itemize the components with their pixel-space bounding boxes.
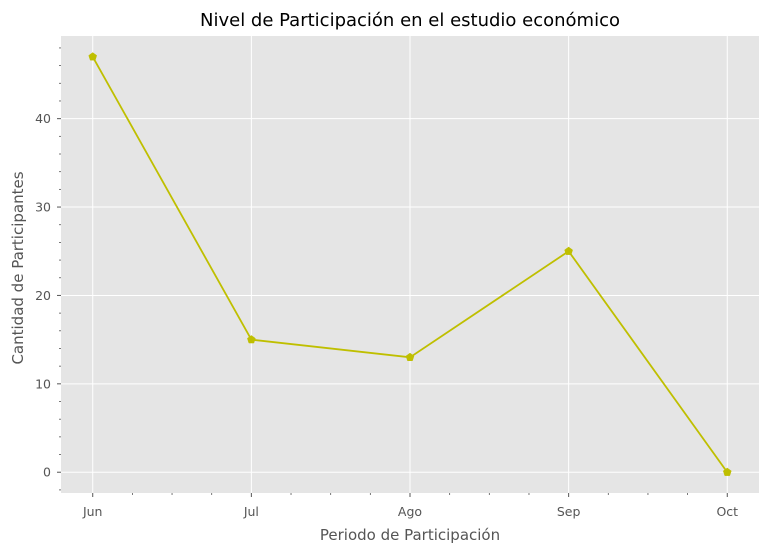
chart-title: Nivel de Participación en el estudio eco… xyxy=(200,10,620,31)
x-axis-ticks: Jun Jul Ago Sep Oct xyxy=(82,493,738,519)
y-tick-label: 40 xyxy=(35,111,51,126)
y-tick-label: 10 xyxy=(35,376,51,391)
x-tick-label: Ago xyxy=(398,504,422,519)
x-tick-label: Sep xyxy=(557,504,581,519)
x-axis-label: Periodo de Participación xyxy=(320,526,500,544)
series-layer xyxy=(88,52,732,476)
x-tick-label: Oct xyxy=(716,504,738,519)
data-point-marker xyxy=(405,352,415,361)
y-axis-ticks: 0 10 20 30 40 xyxy=(35,111,61,480)
data-point-marker xyxy=(247,335,256,344)
y-tick-label: 0 xyxy=(43,465,51,480)
y-tick-label: 20 xyxy=(35,288,51,303)
x-tick-label: Jul xyxy=(243,504,259,519)
x-tick-label: Jun xyxy=(82,504,103,519)
data-point-marker xyxy=(722,467,732,476)
y-tick-label: 30 xyxy=(35,200,51,215)
data-point-marker xyxy=(88,52,98,61)
minor-ticks xyxy=(59,47,689,495)
y-axis-label: Cantidad de Participantes xyxy=(9,171,27,364)
data-point-marker xyxy=(564,246,573,255)
